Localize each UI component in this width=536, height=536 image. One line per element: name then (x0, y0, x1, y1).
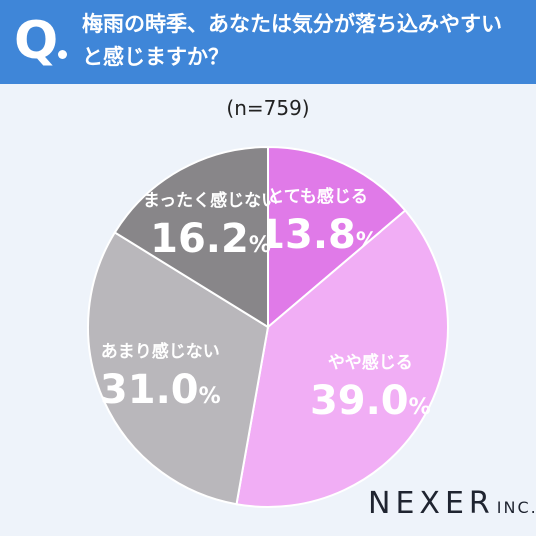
slice-value-2: 31.0% (100, 367, 221, 413)
q-mark: Q (14, 11, 59, 71)
slice-label-1: やや感じる (328, 352, 413, 373)
sample-size: (n=759) (226, 96, 310, 120)
pie-slice-2 (87, 231, 270, 506)
slice-value-3: 16.2% (150, 216, 271, 262)
brand-logo: NEXER INC. (368, 486, 536, 521)
slice-label-2: あまり感じない (101, 341, 220, 362)
question-text: 梅雨の時季、あなたは気分が落ち込みやすいと感じますか？ (82, 12, 502, 69)
pie-slice-0 (267, 145, 407, 330)
pie-slice-1 (235, 209, 449, 508)
q-dot-icon (58, 50, 67, 59)
question-header: Q 梅雨の時季、あなたは気分が落ち込みやすいと感じますか？ (0, 0, 536, 84)
pie-slice-3 (113, 145, 269, 329)
brand-suffix: INC. (496, 498, 536, 517)
slice-value-1: 39.0% (310, 378, 431, 424)
brand-name: NEXER (368, 486, 495, 521)
slice-label-3: まったく感じない (143, 190, 278, 211)
slice-label-0: とても感じる (267, 186, 368, 207)
